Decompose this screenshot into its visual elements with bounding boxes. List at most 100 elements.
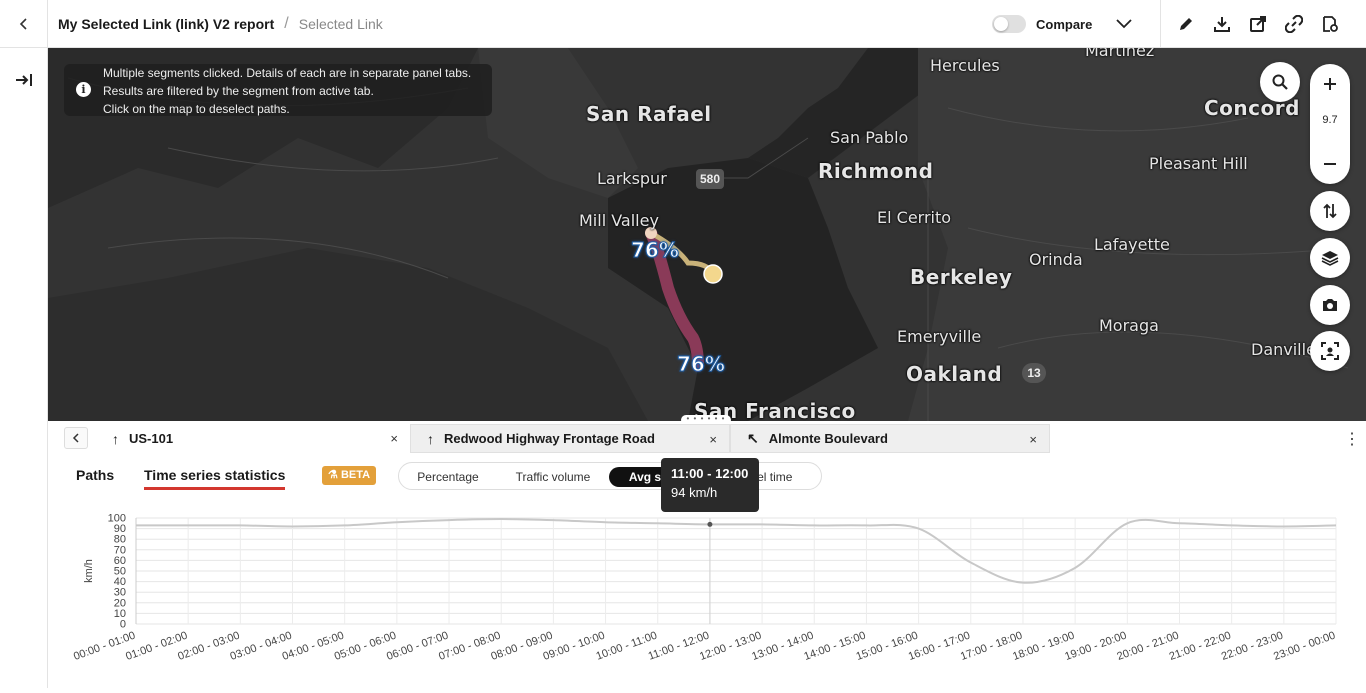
y-tick-label: 0: [120, 619, 126, 631]
report-title[interactable]: My Selected Link (link) V2 report: [58, 16, 274, 32]
map-place-label: Berkeley: [910, 265, 1012, 289]
y-tick-label: 10: [114, 608, 126, 620]
y-tick-label: 70: [114, 544, 126, 556]
toolbar-divider: [1160, 0, 1161, 48]
map-place-label: Larkspur: [597, 169, 667, 188]
path-percentage-label[interactable]: 76%: [631, 238, 679, 262]
swap-arrows-icon: [1321, 202, 1339, 220]
copy-link-button[interactable]: [1282, 12, 1306, 36]
arrow-right-to-bar-icon: [15, 71, 33, 89]
map-place-label: Pleasant Hill: [1149, 154, 1248, 173]
search-icon: [1271, 73, 1289, 91]
map-place-label: Lafayette: [1094, 235, 1170, 254]
close-tab-icon[interactable]: ×: [390, 431, 398, 446]
link-icon: [1285, 15, 1303, 33]
zoom-in-button[interactable]: [1310, 64, 1350, 104]
segment-direction-icon: ↖: [747, 430, 759, 447]
segment-tab-redwood-highway[interactable]: ↑ Redwood Highway Frontage Road ×: [410, 424, 730, 453]
map-place-label: San Rafael: [586, 102, 712, 126]
focus-button[interactable]: [1310, 331, 1350, 371]
compare-toggle[interactable]: [992, 15, 1026, 33]
tab-paths[interactable]: Paths: [76, 467, 114, 483]
tooltip-time: 11:00 - 12:00: [671, 466, 759, 481]
segment-tabs-back-button[interactable]: [64, 427, 88, 449]
y-tick-label: 40: [114, 576, 126, 588]
beta-badge: ⚗ BETA: [322, 466, 376, 485]
map-place-label: Martinez: [1085, 48, 1154, 60]
map-place-label: Emeryville: [897, 327, 981, 346]
segment-direction-icon: ↑: [427, 431, 434, 447]
zoom-out-button[interactable]: [1310, 144, 1350, 184]
segment-tab-label: US-101: [129, 431, 173, 446]
panel-more-menu-icon[interactable]: ⋮: [1344, 429, 1360, 449]
breadcrumb-current: Selected Link: [299, 16, 383, 32]
layers-icon: [1321, 249, 1339, 267]
map-place-label: San Pablo: [830, 128, 908, 147]
bottom-panel: • • • • • • ↑ US-101 × ↑ Redwood Highway…: [48, 421, 1366, 688]
close-tab-icon[interactable]: ×: [709, 432, 717, 447]
beta-label: BETA: [341, 469, 370, 481]
segment-tab-almonte-boulevard[interactable]: ↖ Almonte Boulevard ×: [730, 424, 1050, 453]
download-icon: [1213, 15, 1231, 33]
info-line: Click on the map to deselect paths.: [103, 100, 492, 118]
pencil-icon: [1177, 15, 1195, 33]
info-line: Results are filtered by the segment from…: [103, 82, 492, 100]
metric-option-traffic-volume[interactable]: Traffic volume: [501, 467, 605, 487]
y-tick-label: 50: [114, 566, 126, 578]
camera-icon: [1321, 296, 1339, 314]
back-button[interactable]: [0, 0, 48, 48]
zoom-control: 9.7: [1310, 64, 1350, 184]
info-line: Multiple segments clicked. Details of ea…: [103, 64, 492, 82]
zoom-level: 9.7: [1310, 114, 1350, 126]
left-rail: [0, 48, 48, 688]
y-tick-label: 30: [114, 587, 126, 599]
segment-direction-icon: ↑: [112, 431, 119, 447]
segment-tab-us-101[interactable]: ↑ US-101 ×: [96, 424, 410, 453]
data-point: [707, 522, 712, 527]
share-icon: [1249, 15, 1267, 33]
report-settings-button[interactable]: [1318, 12, 1342, 36]
breadcrumb-separator: /: [284, 15, 288, 33]
chevron-down-icon[interactable]: [1114, 14, 1134, 34]
chevron-left-icon: [71, 433, 81, 443]
chevron-left-icon: [17, 17, 31, 31]
edit-button[interactable]: [1174, 12, 1198, 36]
y-axis-label: km/h: [83, 559, 95, 583]
info-banner: i Multiple segments clicked. Details of …: [64, 64, 492, 116]
download-button[interactable]: [1210, 12, 1234, 36]
highway-shield: 580: [696, 169, 724, 189]
tooltip-value: 94 km/h: [671, 485, 759, 500]
plus-icon: [1323, 77, 1337, 91]
map-place-label: Danville: [1251, 340, 1316, 359]
report-settings-icon: [1321, 15, 1339, 33]
map-place-label: El Cerrito: [877, 208, 951, 227]
y-tick-label: 100: [108, 513, 126, 525]
expand-panel-button[interactable]: [8, 64, 40, 96]
tab-time-series-statistics[interactable]: Time series statistics: [144, 467, 285, 490]
map-place-label: Moraga: [1099, 316, 1159, 335]
top-bar: My Selected Link (link) V2 report / Sele…: [0, 0, 1366, 48]
close-tab-icon[interactable]: ×: [1029, 432, 1037, 447]
map-place-label: Mill Valley: [579, 211, 659, 230]
layers-button[interactable]: [1310, 238, 1350, 278]
share-button[interactable]: [1246, 12, 1270, 36]
map-view[interactable]: Hercules San Rafael San Pablo Concord Ri…: [48, 48, 1366, 421]
compare-control[interactable]: Compare: [992, 0, 1092, 48]
map-search-button[interactable]: [1260, 62, 1300, 102]
y-tick-label: 80: [114, 534, 126, 546]
map-place-label: Orinda: [1029, 250, 1083, 269]
swap-direction-button[interactable]: [1310, 191, 1350, 231]
screenshot-button[interactable]: [1310, 285, 1350, 325]
flask-icon: ⚗: [328, 469, 338, 481]
metric-option-percentage[interactable]: Percentage: [405, 467, 491, 487]
map-place-label: Richmond: [818, 159, 933, 183]
path-percentage-label[interactable]: 76%: [677, 352, 725, 376]
segment-tab-label: Redwood Highway Frontage Road: [444, 431, 655, 446]
highway-shield: 13: [1022, 363, 1046, 383]
compare-label: Compare: [1036, 17, 1092, 32]
map-place-label: Hercules: [930, 56, 1000, 75]
focus-frame-icon: [1321, 342, 1339, 360]
chart-tooltip: 11:00 - 12:00 94 km/h: [661, 458, 759, 512]
